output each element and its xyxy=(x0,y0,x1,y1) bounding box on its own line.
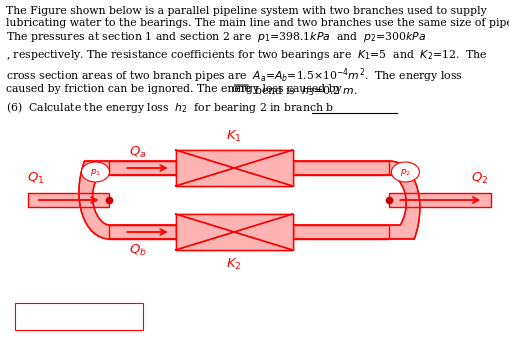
Text: The pressures at section 1 and section 2 are  $p_1$=398.1$kPa$  and  $p_2$=300$k: The pressures at section 1 and section 2… xyxy=(6,30,427,44)
Polygon shape xyxy=(176,150,293,186)
Polygon shape xyxy=(176,214,293,250)
Polygon shape xyxy=(176,214,293,250)
Polygon shape xyxy=(176,150,293,186)
Text: (6)  Calculate the energy loss  $h_2$  for bearing 2 in branch b: (6) Calculate the energy loss $h_2$ for … xyxy=(6,100,334,115)
Text: $Q_b$: $Q_b$ xyxy=(128,243,147,258)
Polygon shape xyxy=(293,225,389,239)
Text: lubricating water to the bearings. The main line and two branches use the same s: lubricating water to the bearings. The m… xyxy=(6,18,509,28)
Text: one: one xyxy=(232,84,251,94)
Text: The Figure shown below is a parallel pipeline system with two branches used to s: The Figure shown below is a parallel pip… xyxy=(6,6,487,16)
Ellipse shape xyxy=(391,162,419,182)
Polygon shape xyxy=(28,193,109,207)
Text: $p_1$: $p_1$ xyxy=(90,166,101,178)
Polygon shape xyxy=(15,303,143,330)
Text: $Q_a$: $Q_a$ xyxy=(129,144,146,160)
Text: bend is  $h_3$=0.2 $m$.: bend is $h_3$=0.2 $m$. xyxy=(251,84,358,98)
Polygon shape xyxy=(109,161,176,175)
Text: $K_1$: $K_1$ xyxy=(227,128,242,143)
Text: caused by friction can be ignored. The energy loss caused by: caused by friction can be ignored. The e… xyxy=(6,84,345,94)
Text: , respectively. The resistance coefficients for two bearings are  $K_1$=5  and  : , respectively. The resistance coefficie… xyxy=(6,48,488,62)
Ellipse shape xyxy=(81,162,109,182)
Text: $p_2$: $p_2$ xyxy=(400,166,411,178)
Polygon shape xyxy=(293,161,389,175)
Text: $K_2$: $K_2$ xyxy=(227,256,242,271)
Polygon shape xyxy=(109,225,176,239)
Text: $Q_2$: $Q_2$ xyxy=(470,170,488,185)
Text: $Q_1$: $Q_1$ xyxy=(27,170,45,185)
PathPatch shape xyxy=(93,175,406,225)
Polygon shape xyxy=(389,193,491,207)
Text: cross section areas of two branch pipes are  $A_a$=$A_b$=1.5$\times$10$^{-4}$$m^: cross section areas of two branch pipes … xyxy=(6,66,463,85)
PathPatch shape xyxy=(79,161,420,239)
